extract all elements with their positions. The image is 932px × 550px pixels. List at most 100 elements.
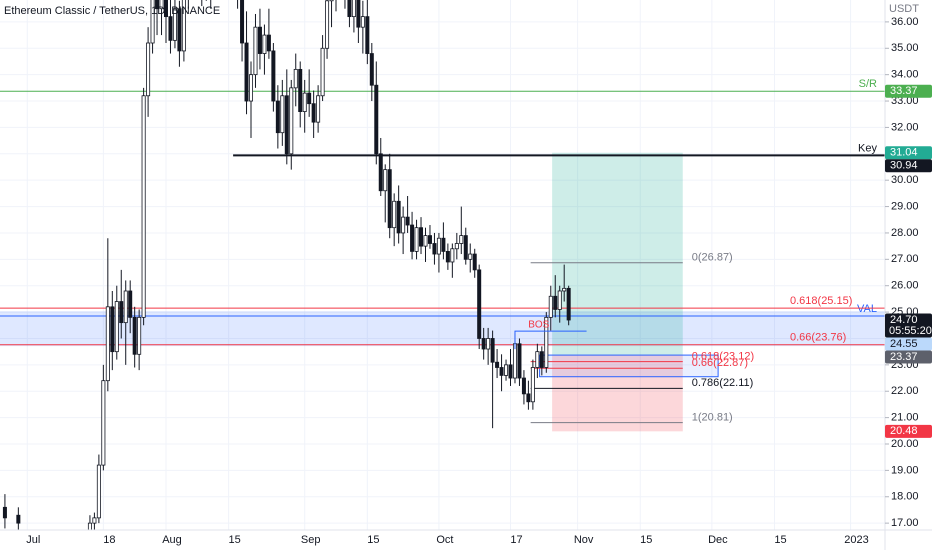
candle-body: [16, 514, 21, 524]
candle-body: [504, 364, 509, 376]
y-tick-label: 32.00: [891, 121, 919, 133]
candle-body: [387, 169, 392, 229]
y-tick-label: 21.00: [891, 412, 919, 424]
candle-body: [123, 290, 128, 324]
candle-body: [414, 227, 419, 252]
candle-body: [499, 367, 504, 376]
candle-body: [463, 235, 468, 260]
candle-body: [257, 26, 262, 54]
candle-body: [298, 68, 303, 112]
y-tick-label: 20.00: [891, 438, 919, 450]
x-tick-label: 18: [103, 534, 115, 546]
price-tag-label: 24.55: [890, 338, 918, 350]
candle-body: [347, 0, 352, 18]
level-label: S/R: [859, 78, 877, 90]
candle-body: [530, 367, 535, 403]
candle-body: [477, 269, 482, 339]
candle-body: [535, 351, 540, 368]
candle-body: [280, 95, 285, 134]
candle-body: [459, 235, 464, 244]
candle-body: [240, 0, 245, 44]
candle-body: [401, 216, 406, 234]
candle-body: [486, 338, 491, 350]
candle-body: [262, 34, 267, 54]
y-tick-label: 34.00: [891, 69, 919, 81]
fib-box: [539, 354, 719, 378]
candle-body: [168, 16, 173, 41]
candle-body: [275, 100, 280, 134]
x-tick-label: Jul: [26, 534, 40, 546]
value-zone: [0, 311, 885, 347]
candle-body: [539, 351, 544, 368]
candle-body: [423, 235, 428, 247]
bos-line: [514, 330, 587, 350]
candle-body: [468, 253, 473, 260]
x-tick-label: 15: [640, 534, 652, 546]
candle-body: [271, 50, 276, 102]
price-tag: [885, 337, 932, 351]
candle-body: [445, 251, 450, 263]
x-tick-label: 15: [367, 534, 379, 546]
candle-body: [508, 364, 513, 379]
position-profit: [552, 152, 683, 356]
candle-body: [110, 306, 115, 353]
axes: 17.0018.0019.0020.0021.0022.0023.0024.00…: [26, 16, 932, 546]
candle-body: [396, 200, 401, 234]
y-tick-label: 28.00: [891, 227, 919, 239]
candle-body: [356, 0, 361, 28]
price-tag-label: 24.70: [890, 314, 918, 326]
x-tick-label: Sep: [301, 534, 321, 546]
candle-body: [101, 380, 106, 466]
candle-body: [562, 287, 567, 292]
candle-body: [374, 84, 379, 155]
candle-body: [172, 8, 177, 41]
y-tick-label: 19.00: [891, 464, 919, 476]
candle-body: [517, 343, 522, 379]
candle-body: [392, 200, 397, 229]
candle-body: [369, 53, 374, 86]
candle-body: [293, 68, 298, 89]
candle-body: [410, 224, 415, 252]
candle-body: [329, 0, 334, 2]
candle-body: [311, 103, 316, 123]
candle-body: [137, 316, 142, 355]
candle-body: [253, 26, 258, 76]
candle-body: [557, 290, 562, 310]
level-label: VAL: [857, 303, 877, 315]
y-tick-label: 35.00: [891, 42, 919, 54]
candle-body: [181, 0, 186, 52]
plot-area: S/R Key VAL 0.618(25.15) 0.66(23.76) 0(26.87)…: [0, 0, 885, 530]
candle-body: [325, 0, 330, 49]
x-tick-label: Nov: [574, 534, 594, 546]
y-tick-label: 26.00: [891, 280, 919, 292]
x-tick-label: 15: [774, 534, 786, 546]
fib-label: 1(20.81): [692, 412, 733, 424]
candle-body: [405, 216, 410, 226]
candle-body: [302, 92, 307, 112]
level-label: 0.66(23.76): [790, 332, 846, 344]
candle-body: [566, 287, 571, 321]
candle-body: [378, 153, 383, 192]
candle-body: [105, 306, 110, 382]
candle-body: [441, 237, 446, 252]
price-tag-label: 30.94: [890, 160, 918, 172]
fib-label: 0(26.87): [692, 252, 733, 264]
candle-body: [365, 16, 370, 54]
candle-body: [150, 0, 155, 44]
candle-body: [307, 92, 312, 105]
candle-body: [266, 34, 271, 52]
candle-body: [432, 243, 437, 255]
price-tag-label: 23.37: [890, 351, 918, 363]
candle-body: [159, 0, 164, 10]
y-tick-label: 18.00: [891, 491, 919, 503]
fib-label: 0.618(23.12): [692, 351, 754, 363]
candle-body: [544, 316, 549, 368]
y-tick-label: 22.00: [891, 385, 919, 397]
candle-body: [177, 8, 182, 52]
chart-title: Ethereum Classic / TetherUS, 1D, BINANCE: [4, 5, 221, 17]
x-tick-label: 15: [229, 534, 241, 546]
candle-body: [351, 0, 356, 18]
price-tag: [885, 424, 932, 438]
